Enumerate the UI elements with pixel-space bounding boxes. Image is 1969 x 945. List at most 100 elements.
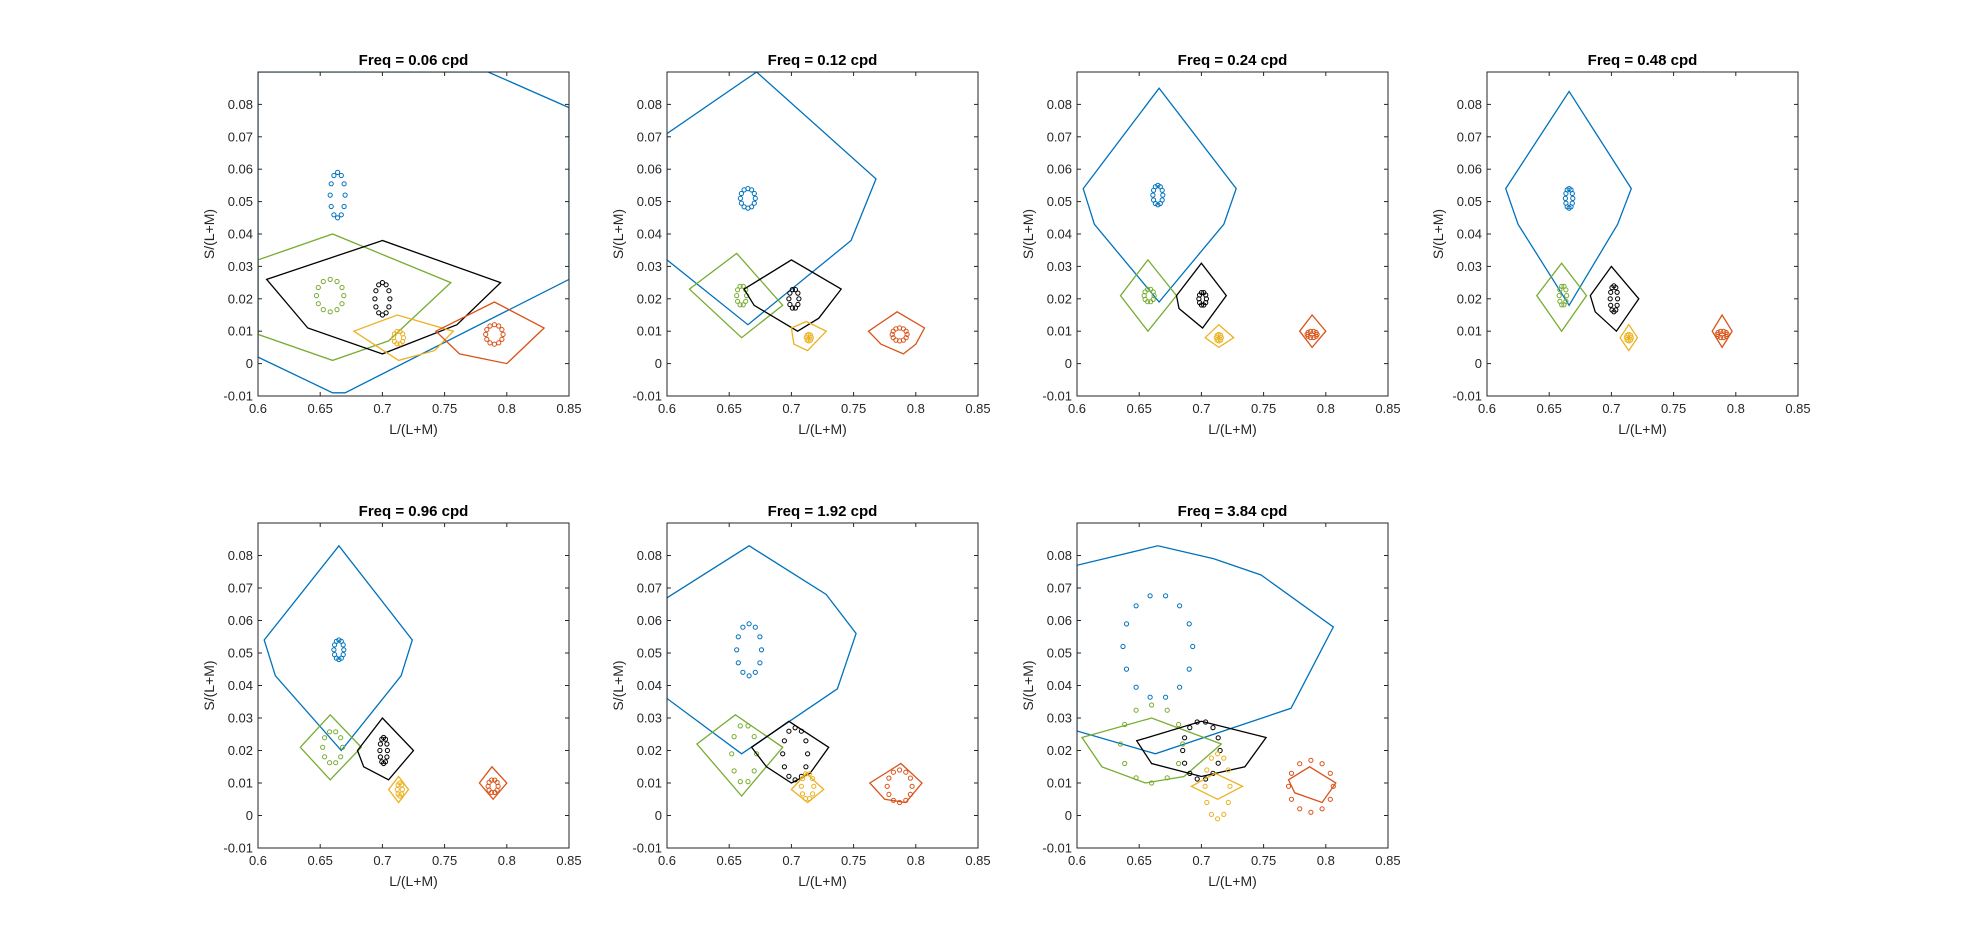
data-point-green	[313, 293, 320, 299]
data-point-black	[383, 310, 389, 316]
data-point-yellow	[394, 786, 400, 793]
x-tick-label: 0.8	[1727, 401, 1745, 416]
y-tick-label: 0.04	[637, 678, 662, 693]
series-outline-blue	[1082, 87, 1237, 304]
data-point-blue	[341, 181, 347, 187]
data-point-green	[338, 754, 344, 760]
y-tick-label: 0.06	[637, 613, 662, 628]
y-tick-label: 0.05	[228, 194, 253, 209]
data-point-black	[1614, 289, 1620, 295]
data-point-blue	[757, 634, 763, 640]
y-tick-label: -0.01	[1042, 389, 1072, 404]
y-tick-label: 0.08	[637, 548, 662, 563]
x-tick-label: 0.8	[498, 853, 516, 868]
y-tick-label: 0.02	[1047, 291, 1072, 306]
data-point-green	[1145, 299, 1151, 305]
data-point-black	[803, 738, 809, 744]
y-tick-label: 0.07	[228, 581, 253, 596]
data-point-red	[897, 767, 903, 773]
series-outline-red	[868, 762, 923, 804]
data-point-red	[1718, 334, 1724, 341]
data-point-yellow	[799, 776, 806, 782]
y-tick-label: 0.07	[1047, 129, 1072, 144]
data-point-black	[384, 741, 390, 747]
data-point-yellow	[1628, 335, 1634, 341]
data-point-green	[315, 284, 321, 291]
data-point-green	[751, 734, 757, 740]
data-point-yellow	[1628, 337, 1634, 343]
series-outline-red	[478, 765, 508, 801]
data-point-black	[1182, 735, 1188, 741]
x-tick-label: 0.7	[1192, 853, 1210, 868]
y-tick-label: 0.03	[637, 259, 662, 274]
data-point-yellow	[399, 791, 405, 797]
data-point-blue	[1163, 593, 1169, 599]
y-tick-label: -0.01	[1042, 841, 1072, 856]
y-tick-label: 0.07	[1047, 581, 1072, 596]
data-point-red	[904, 331, 910, 337]
y-tick-label: -0.01	[223, 841, 253, 856]
data-point-green	[315, 301, 321, 307]
data-point-green	[731, 734, 737, 740]
data-point-black	[386, 288, 392, 294]
data-point-blue	[341, 647, 347, 653]
x-tick-label: 0.8	[498, 401, 516, 416]
data-point-red	[1297, 761, 1303, 767]
data-point-red	[907, 791, 914, 798]
y-tick-label: 0.01	[1457, 324, 1482, 339]
y-tick-label: 0.08	[1047, 97, 1072, 112]
data-point-black	[377, 741, 383, 747]
data-point-blue	[751, 190, 757, 197]
x-tick-label: 0.6	[249, 401, 267, 416]
data-point-black	[1215, 760, 1221, 766]
data-point-green	[729, 751, 735, 757]
data-point-blue	[735, 660, 741, 666]
series-outline-blue	[667, 545, 857, 755]
data-layer	[1504, 90, 1733, 352]
y-tick-label: 0.01	[637, 776, 662, 791]
y-tick-label: 0	[1065, 808, 1072, 823]
data-point-green	[737, 723, 743, 729]
y-tick-label: 0.08	[1047, 548, 1072, 563]
data-point-black	[780, 751, 786, 757]
data-layer	[258, 72, 569, 394]
x-tick-label: 0.85	[1375, 853, 1400, 868]
y-tick-label: 0.06	[637, 162, 662, 177]
data-point-black	[786, 728, 792, 734]
data-point-yellow	[1227, 783, 1233, 789]
y-tick-label: 0	[655, 808, 662, 823]
data-point-red	[496, 340, 502, 346]
x-tick-label: 0.75	[1251, 853, 1276, 868]
data-point-yellow	[395, 782, 401, 788]
data-point-red	[886, 775, 892, 781]
data-point-black	[1217, 747, 1223, 754]
series-outline-red	[867, 311, 926, 355]
data-point-black	[376, 282, 382, 288]
series-outline-blue	[263, 544, 414, 752]
series-outline-yellow	[1204, 323, 1235, 349]
chart-panel-4: 0.6 0.65 0.7 0.75 0.8 0.85 -0.01 0 0.01 0.02 0.03 0…	[1430, 52, 1811, 437]
data-point-yellow	[1225, 767, 1231, 773]
y-tick-label: 0.01	[1047, 324, 1072, 339]
series-outline-blue	[1504, 90, 1633, 307]
data-point-red	[1308, 328, 1314, 334]
y-tick-label: 0.05	[637, 194, 662, 209]
series-outline-black	[750, 720, 830, 784]
chart-panel-7: 0.6 0.65 0.7 0.75 0.8 0.85 -0.01 0 0.01 0.02 0.03 0…	[1020, 503, 1401, 889]
data-point-green	[327, 276, 333, 282]
series-outline-black	[265, 239, 502, 355]
data-point-blue	[1152, 200, 1159, 207]
y-tick-label: 0.03	[228, 711, 253, 726]
x-tick-label: 0.65	[1127, 853, 1152, 868]
data-point-red	[1285, 783, 1292, 789]
data-point-black	[795, 290, 801, 296]
data-point-black	[1203, 300, 1209, 306]
data-point-black	[376, 310, 382, 316]
series-outline-blue	[1077, 545, 1335, 755]
data-point-blue	[332, 642, 338, 648]
data-point-yellow	[1204, 799, 1210, 806]
series-outline-green	[1535, 262, 1588, 333]
data-point-red	[496, 323, 502, 329]
y-tick-label: 0.01	[1047, 776, 1072, 791]
data-point-yellow	[399, 786, 405, 793]
